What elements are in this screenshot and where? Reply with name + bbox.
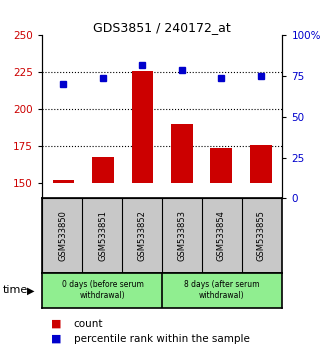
Text: count: count bbox=[74, 319, 103, 329]
Text: time: time bbox=[3, 285, 29, 295]
Bar bbox=[53, 181, 74, 183]
Text: 8 days (after serum
withdrawal): 8 days (after serum withdrawal) bbox=[184, 280, 259, 300]
Text: GSM533854: GSM533854 bbox=[217, 210, 226, 261]
Text: ■: ■ bbox=[51, 334, 62, 344]
Text: GSM533853: GSM533853 bbox=[177, 210, 186, 261]
Bar bbox=[250, 145, 272, 183]
Text: percentile rank within the sample: percentile rank within the sample bbox=[74, 334, 250, 344]
Text: 0 days (before serum
withdrawal): 0 days (before serum withdrawal) bbox=[62, 280, 144, 300]
Text: GSM533855: GSM533855 bbox=[256, 210, 265, 261]
Text: GSM533850: GSM533850 bbox=[59, 210, 68, 261]
Text: ■: ■ bbox=[51, 319, 62, 329]
Bar bbox=[171, 124, 193, 183]
Bar bbox=[132, 71, 153, 183]
Text: ▶: ▶ bbox=[27, 285, 35, 295]
Bar bbox=[92, 157, 114, 183]
Text: GSM533851: GSM533851 bbox=[99, 210, 108, 261]
Bar bbox=[211, 148, 232, 183]
Title: GDS3851 / 240172_at: GDS3851 / 240172_at bbox=[93, 21, 231, 34]
Text: GSM533852: GSM533852 bbox=[138, 210, 147, 261]
